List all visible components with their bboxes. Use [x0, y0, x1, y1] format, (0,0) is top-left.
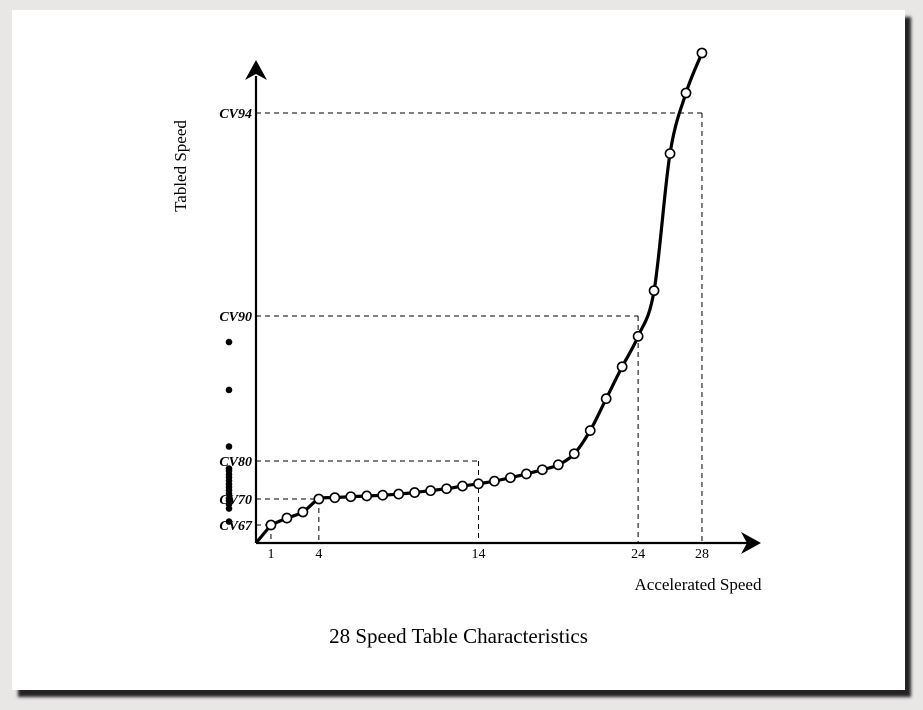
y-axis-dots	[225, 338, 233, 525]
data-point-8	[377, 489, 389, 501]
data-point-5	[329, 492, 341, 504]
guide-lines	[256, 112, 703, 543]
data-point-17	[520, 468, 532, 480]
data-point-2	[281, 512, 293, 524]
data-point-1	[265, 519, 277, 531]
data-point-11	[425, 485, 436, 497]
x-tick-label-4: 4	[315, 547, 322, 562]
data-markers	[265, 47, 708, 531]
curve-line	[254, 52, 704, 545]
data-point-7	[361, 490, 373, 502]
data-point-15	[489, 475, 500, 487]
y-axis-dot-13	[225, 465, 233, 472]
x-tick-label-24: 24	[631, 547, 645, 562]
y-tick-label-cv94: CV94	[219, 107, 252, 122]
y-tick-label-cv70: CV70	[219, 493, 252, 508]
data-point-22	[600, 393, 612, 405]
axes	[245, 60, 761, 554]
x-tick-label-28: 28	[695, 547, 709, 562]
speed-curve	[254, 52, 704, 545]
data-point-16	[505, 472, 516, 484]
y-axis-dot-16	[225, 338, 233, 346]
y-tick-label-cv80: CV80	[219, 455, 252, 470]
data-point-6	[345, 491, 357, 503]
data-point-4	[313, 493, 325, 505]
y-axis-dot-4	[225, 494, 233, 502]
data-point-9	[393, 488, 405, 500]
y-axis-title: Tabled Speed	[171, 120, 190, 212]
data-point-24	[632, 330, 644, 342]
y-axis-dot-15	[225, 386, 233, 394]
data-point-12	[441, 483, 452, 495]
data-point-21	[584, 425, 596, 436]
data-point-20	[568, 448, 580, 460]
data-point-14	[473, 478, 484, 490]
data-point-18	[536, 464, 548, 476]
x-axis-title: Accelerated Speed	[635, 575, 762, 594]
data-point-26	[664, 148, 676, 159]
y-axis-dot-0	[225, 518, 233, 525]
y-tick-label-cv90: CV90	[219, 310, 252, 325]
chart-title: 28 Speed Table Characteristics	[329, 624, 588, 648]
data-point-23	[616, 361, 628, 373]
data-point-25	[648, 285, 660, 297]
data-point-27	[680, 87, 692, 99]
data-point-19	[552, 459, 564, 471]
y-axis-dot-14	[225, 443, 233, 450]
x-axis-arrow	[741, 532, 761, 554]
data-point-13	[457, 480, 468, 492]
data-point-28	[696, 47, 708, 59]
data-point-10	[409, 487, 421, 498]
x-tick-label-1: 1	[267, 547, 274, 562]
x-tick-label-14: 14	[471, 547, 485, 562]
y-axis-arrow	[245, 60, 267, 80]
data-point-3	[297, 506, 309, 518]
chart-card: 1 4 14 24 28 CV67 CV70 CV80 CV90 CV94 Accelerated…	[12, 10, 905, 690]
y-tick-label-cv67: CV67	[219, 519, 253, 534]
